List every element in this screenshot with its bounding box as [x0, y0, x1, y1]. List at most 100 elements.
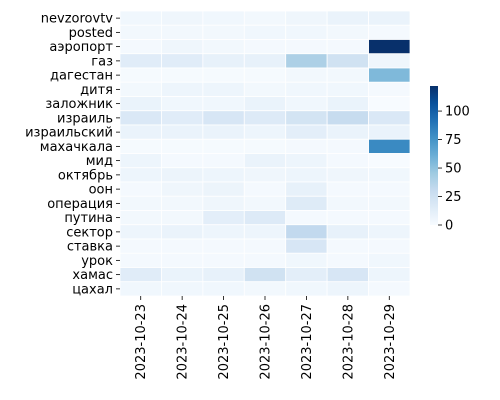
y-axis: nevzorovtvpostedаэропортгаздагестандитяз… — [25, 12, 120, 297]
heatmap-cell — [326, 167, 369, 183]
heatmap-cell — [326, 238, 369, 254]
heatmap-cell — [202, 238, 245, 254]
heatmap-cell — [243, 24, 287, 40]
heatmap-cell — [119, 96, 162, 112]
heatmap-cell — [202, 138, 245, 154]
heatmap-cell — [326, 138, 369, 154]
heatmap-cell — [119, 210, 162, 226]
heatmap-cell — [161, 153, 204, 169]
y-tick-label: путина — [64, 211, 113, 226]
heatmap-cell — [326, 10, 369, 26]
heatmap-cell — [202, 124, 245, 140]
heatmap-cell — [368, 252, 411, 268]
heatmap-cell — [161, 67, 204, 83]
y-tick-label: хамас — [72, 268, 113, 283]
heatmap-cell — [243, 252, 287, 268]
heatmap-cell — [285, 281, 328, 297]
y-tick-label: операция — [47, 197, 113, 212]
heatmap-cell — [161, 10, 204, 26]
heatmap-cell — [326, 110, 369, 126]
heatmap-cell — [285, 39, 328, 55]
heatmap-cell — [243, 67, 287, 83]
heatmap-cell — [119, 24, 162, 40]
x-tick-label: 2023-10-28 — [341, 304, 356, 380]
heatmap-cell — [368, 39, 411, 55]
heatmap-cell — [161, 124, 204, 140]
heatmap-cell — [119, 252, 162, 268]
heatmap-cell — [161, 238, 204, 254]
heatmap-cell — [243, 53, 287, 69]
colorbar-tick-label: 75 — [445, 133, 462, 148]
heatmap-cell — [326, 210, 369, 226]
heatmap-cell — [119, 53, 162, 69]
heatmap-cell — [243, 210, 287, 226]
heatmap-cell — [202, 81, 245, 97]
heatmap-cell — [326, 67, 369, 83]
colorbar-tick-label: 0 — [445, 219, 453, 234]
heatmap-cell — [326, 53, 369, 69]
heatmap-cell — [368, 281, 411, 297]
heatmap-cell — [368, 110, 411, 126]
heatmap-cell — [243, 124, 287, 140]
y-tick-label: nevzorovtv — [41, 12, 114, 27]
heatmap-cell — [368, 267, 411, 283]
heatmap-cell — [161, 39, 204, 55]
x-tick-label: 2023-10-29 — [383, 304, 398, 380]
heatmap-cell — [202, 210, 245, 226]
x-tick-label: 2023-10-25 — [217, 304, 232, 380]
y-tick-label: дагестан — [50, 69, 113, 84]
heatmap-cell — [161, 167, 204, 183]
heatmap-cell — [119, 39, 162, 55]
heatmap-cell — [285, 224, 328, 240]
colorbar-tick-label: 100 — [445, 105, 470, 120]
colorbar-gradient — [430, 86, 438, 225]
heatmap-cell — [243, 81, 287, 97]
heatmap-cell — [326, 24, 369, 40]
heatmap-cell — [202, 67, 245, 83]
heatmap-cell — [368, 210, 411, 226]
heatmap-cell — [285, 167, 328, 183]
heatmap-cell — [243, 267, 287, 283]
heatmap-cell — [161, 210, 204, 226]
heatmap-cell — [161, 224, 204, 240]
heatmap-cell — [202, 181, 245, 197]
heatmap-cell — [202, 24, 245, 40]
x-tick-label: 2023-10-26 — [259, 304, 274, 380]
y-tick-label: мид — [86, 154, 113, 169]
y-tick-label: ставка — [67, 240, 113, 255]
heatmap-cell — [243, 181, 287, 197]
heatmap-cell — [368, 53, 411, 69]
heatmap-cell — [161, 195, 204, 211]
heatmap-cell — [368, 96, 411, 112]
y-tick-label: израильский — [25, 126, 113, 141]
heatmap-cell — [243, 167, 287, 183]
heatmap-cell — [368, 10, 411, 26]
heatmap-cell — [326, 195, 369, 211]
heatmap-cell — [202, 53, 245, 69]
heatmap-cell — [368, 224, 411, 240]
y-tick-label: урок — [81, 254, 113, 269]
y-tick-label: махачкала — [40, 140, 113, 155]
heatmap-cell — [285, 195, 328, 211]
heatmap-cell — [119, 181, 162, 197]
heatmap-cell — [161, 181, 204, 197]
y-tick-label: дитя — [80, 83, 113, 98]
heatmap-cell — [243, 281, 287, 297]
heatmap-cell — [285, 24, 328, 40]
heatmap-cell — [243, 195, 287, 211]
heatmap-cell — [119, 167, 162, 183]
colorbar: 0 25 50 75 100 — [430, 86, 470, 234]
y-tick-label: posted — [69, 26, 113, 41]
heatmap-cell — [285, 110, 328, 126]
y-tick-label: газ — [91, 54, 113, 69]
heatmap-cell — [368, 181, 411, 197]
heatmap-cell — [119, 81, 162, 97]
heatmap-cell — [243, 153, 287, 169]
heatmap-cell — [368, 195, 411, 211]
colorbar-tick-label: 50 — [445, 162, 462, 177]
heatmap-cell — [285, 138, 328, 154]
heatmap-cell — [202, 281, 245, 297]
heatmap-cell — [202, 195, 245, 211]
heatmap-cell — [202, 224, 245, 240]
